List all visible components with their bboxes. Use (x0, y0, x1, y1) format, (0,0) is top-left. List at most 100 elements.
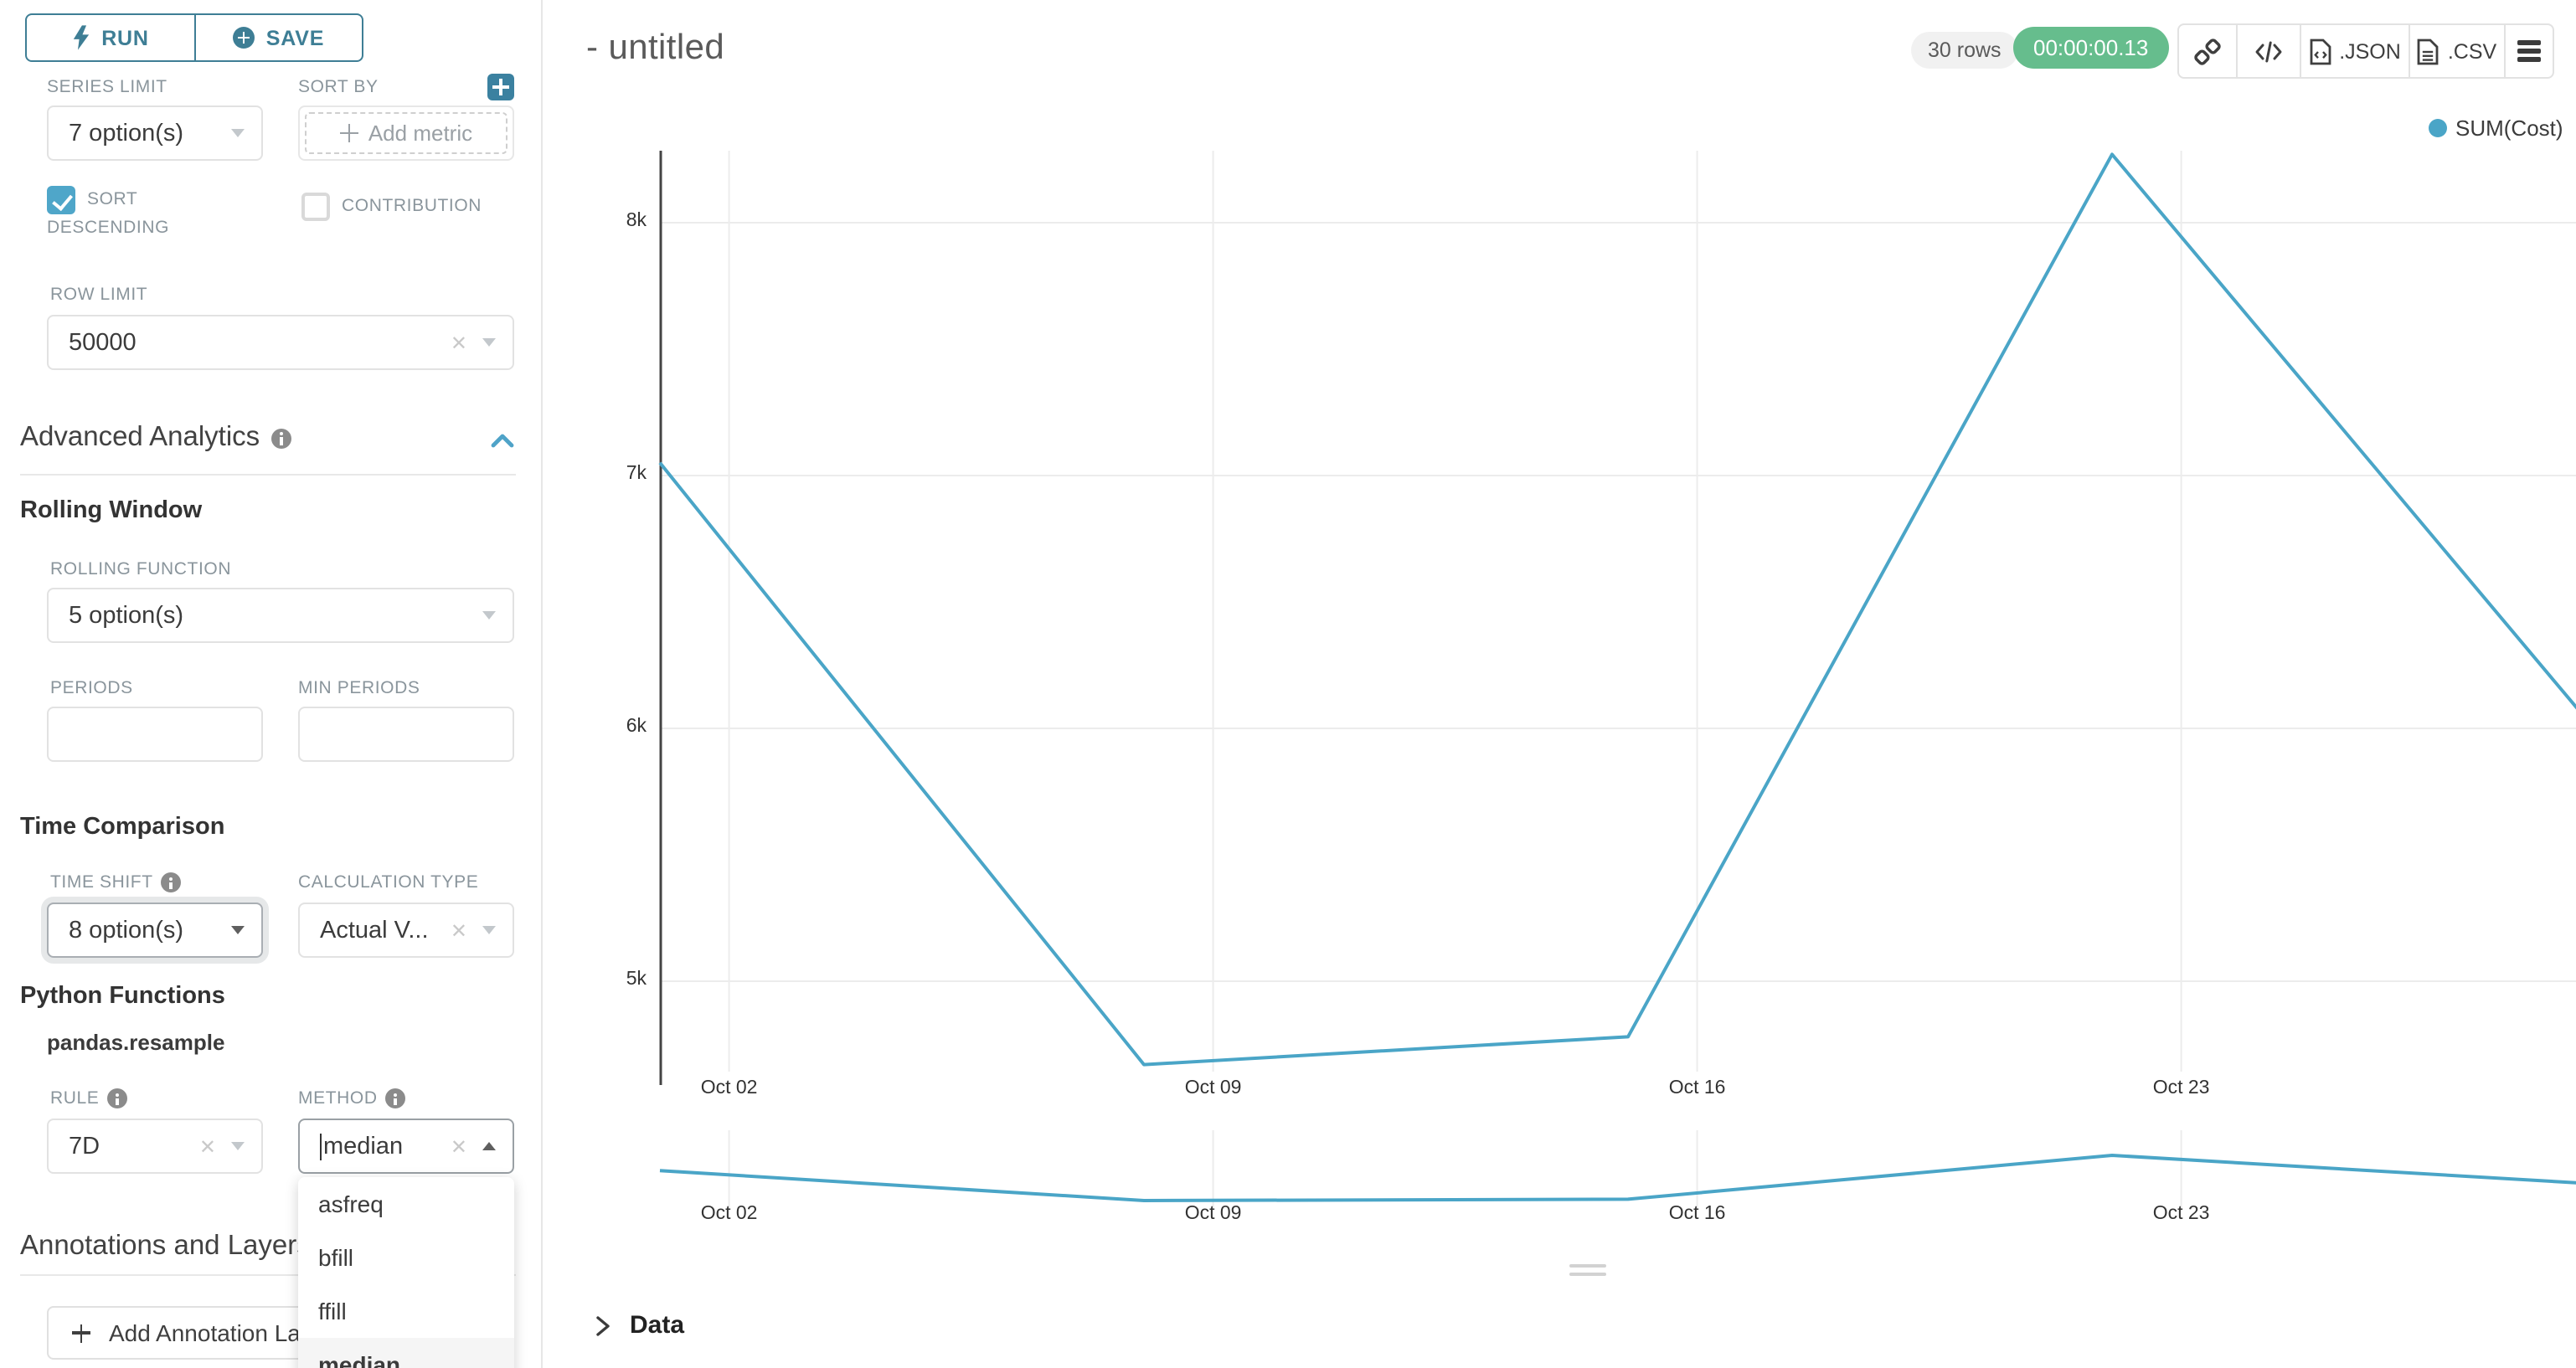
add-metric-placeholder: Add metric (368, 121, 473, 146)
y-axis-tick-label: 5k (626, 969, 647, 990)
lightning-bolt-icon (73, 25, 89, 50)
run-save-button-group: RUN SAVE (25, 13, 363, 62)
chevron-up-icon (482, 1142, 496, 1150)
data-panel-label: Data (630, 1311, 685, 1340)
time-shift-select[interactable]: 8 option(s) (47, 903, 263, 958)
link-icon (2194, 38, 2221, 64)
run-button[interactable]: RUN (27, 15, 195, 60)
export-json-button[interactable]: .JSON (2300, 25, 2409, 77)
y-axis-tick-label: 7k (626, 464, 647, 484)
copy-link-button[interactable] (2179, 25, 2236, 77)
rule-label: RULE (50, 1088, 128, 1108)
add-metric-button[interactable] (487, 74, 514, 100)
periods-label: PERIODS (50, 678, 133, 698)
mini-x-axis-tick-label: Oct 09 (1184, 1204, 1242, 1224)
method-combobox[interactable]: median ✕ (298, 1119, 514, 1174)
legend-series-dot (2429, 119, 2447, 137)
plus-circle-icon (232, 27, 255, 49)
sort-by-label: SORT BY (298, 77, 379, 97)
sort-by-add-metric[interactable]: Add metric (298, 105, 514, 161)
row-limit-label: ROW LIMIT (50, 285, 148, 305)
calculation-type-label: CALCULATION TYPE (298, 872, 479, 892)
calculation-type-value: Actual V... (320, 917, 429, 944)
series-limit-select[interactable]: 7 option(s) (47, 105, 263, 161)
rolling-function-label: ROLLING FUNCTION (50, 559, 232, 579)
pandas-resample-label: pandas.resample (47, 1030, 225, 1055)
x-axis-tick-label: Oct 09 (1184, 1078, 1242, 1098)
y-axis-tick-label: 6k (626, 717, 647, 737)
line-chart-canvas[interactable] (543, 0, 2576, 1289)
query-timer-badge: 00:00:00.13 (2013, 27, 2169, 69)
rule-select[interactable]: 7D ✕ (47, 1119, 263, 1174)
method-option-asfreq[interactable]: asfreq (318, 1191, 384, 1217)
export-toolbar: .JSON .CSV (2177, 23, 2554, 79)
rule-value: 7D (69, 1133, 100, 1160)
row-limit-value: 50000 (69, 329, 137, 356)
time-shift-label-text: TIME SHIFT (50, 872, 153, 892)
row-limit-select[interactable]: 50000 ✕ (47, 315, 514, 370)
chevron-down-icon (482, 926, 496, 934)
info-icon (271, 428, 292, 448)
sort-descending-control: SORT DESCENDING (47, 186, 228, 243)
run-button-label: RUN (101, 26, 149, 49)
legend-series-label: SUM(Cost) (2455, 116, 2563, 141)
contribution-label: CONTRIBUTION (342, 196, 482, 216)
chevron-down-icon (482, 611, 496, 620)
code-icon (2255, 40, 2282, 62)
min-periods-input[interactable] (298, 707, 514, 762)
periods-input[interactable] (47, 707, 263, 762)
contribution-checkbox[interactable] (301, 193, 330, 221)
chart-resize-handle[interactable] (1569, 1264, 1606, 1281)
chart-legend[interactable]: SUM(Cost) (2429, 116, 2563, 141)
hamburger-menu-icon (2517, 40, 2541, 62)
chart-panel: - untitled 30 rows 00:00:00.13 .JSON .CS… (543, 0, 2576, 1368)
x-axis-tick-label: Oct 23 (2152, 1078, 2210, 1098)
clear-icon[interactable]: ✕ (450, 331, 467, 354)
method-option-ffill[interactable]: ffill (318, 1298, 347, 1324)
time-comparison-title: Time Comparison (20, 814, 225, 841)
method-option-bfill[interactable]: bfill (318, 1244, 354, 1271)
method-label-text: METHOD (298, 1088, 378, 1108)
json-file-icon (2309, 38, 2331, 64)
mini-x-axis-tick-label: Oct 16 (1668, 1204, 1726, 1224)
rolling-function-value: 5 option(s) (69, 602, 184, 629)
plus-icon (72, 1324, 90, 1342)
more-options-button[interactable] (2504, 25, 2553, 77)
x-axis-tick-label: Oct 16 (1668, 1078, 1726, 1098)
advanced-analytics-title: Advanced Analytics (20, 422, 260, 452)
rolling-window-title: Rolling Window (20, 497, 203, 524)
data-panel-toggle[interactable]: Data (595, 1311, 684, 1340)
info-icon (161, 872, 182, 892)
embed-code-button[interactable] (2236, 25, 2300, 77)
annotations-title: Annotations and Layers (20, 1231, 311, 1261)
rolling-function-select[interactable]: 5 option(s) (47, 588, 514, 643)
chart-title[interactable]: - untitled (586, 28, 725, 67)
calculation-type-select[interactable]: Actual V... ✕ (298, 903, 514, 958)
save-button[interactable]: SAVE (195, 15, 362, 60)
advanced-analytics-header[interactable]: Advanced Analytics (20, 422, 292, 454)
clear-icon[interactable]: ✕ (450, 1134, 467, 1158)
mini-x-axis-tick-label: Oct 02 (700, 1204, 758, 1224)
export-csv-button[interactable]: .CSV (2409, 25, 2504, 77)
clear-icon[interactable]: ✕ (450, 918, 467, 942)
section-divider (20, 474, 516, 476)
info-icon (385, 1088, 406, 1108)
clear-icon[interactable]: ✕ (198, 1134, 216, 1158)
section-divider (20, 1274, 516, 1276)
chevron-down-icon (231, 1142, 245, 1150)
sort-descending-checkbox[interactable] (47, 186, 75, 214)
time-shift-label: TIME SHIFT (50, 872, 182, 892)
method-label: METHOD (298, 1088, 406, 1108)
add-metric-dropzone: Add metric (305, 112, 507, 154)
export-csv-label: .CSV (2447, 39, 2497, 63)
method-option-median[interactable]: median (298, 1338, 514, 1368)
save-button-label: SAVE (265, 26, 325, 49)
sort-descending-label: SORT DESCENDING (47, 189, 170, 238)
text-cursor (320, 1133, 322, 1160)
collapse-chevron-up-icon[interactable] (491, 432, 514, 449)
time-shift-value: 8 option(s) (69, 917, 184, 944)
plus-icon (339, 124, 358, 142)
x-axis-tick-label: Oct 02 (700, 1078, 758, 1098)
chevron-right-icon (596, 1315, 610, 1335)
